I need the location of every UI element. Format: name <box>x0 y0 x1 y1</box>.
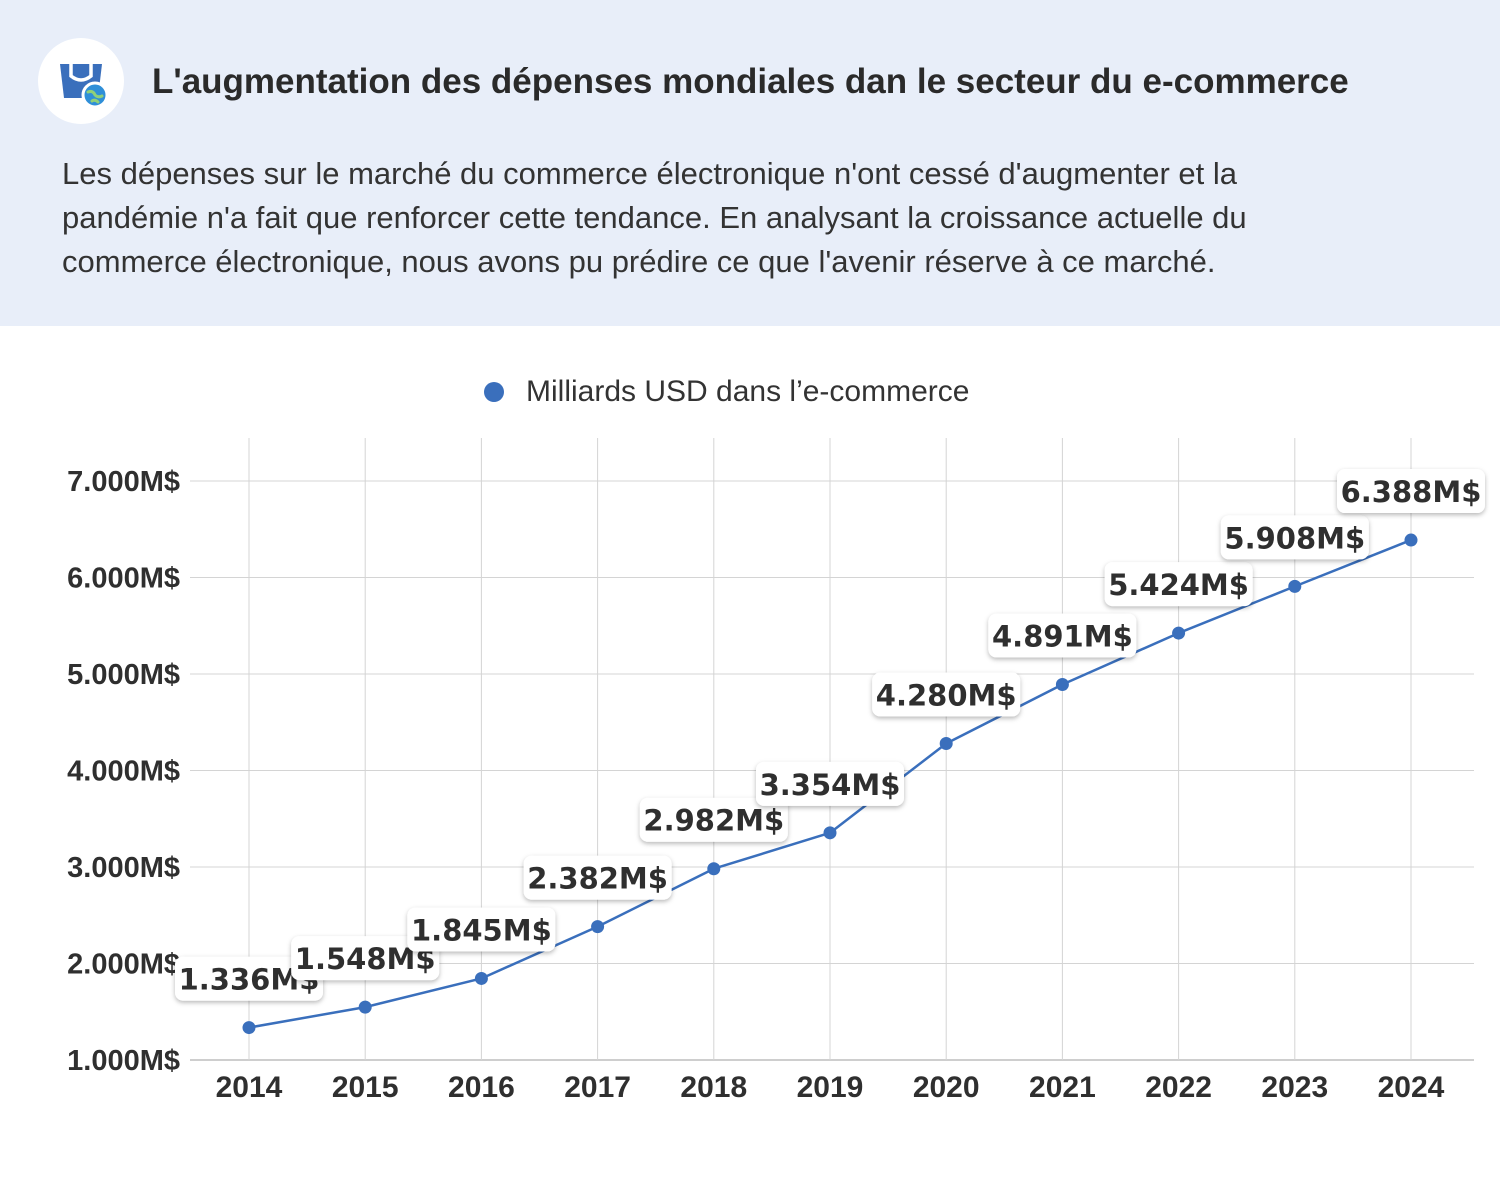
data-point <box>1172 626 1186 640</box>
data-point <box>823 826 837 840</box>
data-point <box>242 1021 256 1035</box>
data-label: 2.982M$ <box>643 804 784 838</box>
data-point <box>1404 533 1418 547</box>
y-tick-label: 5.000M$ <box>67 659 180 691</box>
y-tick-label: 2.000M$ <box>67 949 180 981</box>
shopping-bag-globe-icon <box>60 62 109 109</box>
data-label-box <box>639 797 788 842</box>
data-label-box <box>1104 562 1253 607</box>
description-text: Les dépenses sur le marché du commerce é… <box>62 156 1247 279</box>
data-label: 5.424M$ <box>1108 568 1249 602</box>
x-tick-label: 2023 <box>1261 1071 1328 1104</box>
x-tick-label: 2014 <box>216 1071 283 1104</box>
x-tick-label: 2016 <box>448 1071 515 1104</box>
data-point <box>474 971 488 985</box>
data-label-box <box>1220 515 1369 560</box>
data-label: 5.908M$ <box>1224 521 1365 555</box>
data-point <box>707 862 721 876</box>
data-point <box>591 920 605 934</box>
x-tick-label: 2020 <box>913 1071 980 1104</box>
logo-badge <box>38 38 124 124</box>
data-label: 4.891M$ <box>992 620 1133 654</box>
data-point <box>939 736 953 750</box>
y-tick-label: 3.000M$ <box>67 852 180 884</box>
chart-legend: Milliards USD dans l’e-commerce <box>484 372 969 412</box>
x-tick-label: 2022 <box>1145 1071 1212 1104</box>
x-tick-label: 2021 <box>1029 1071 1096 1104</box>
legend-marker <box>484 382 504 402</box>
data-point <box>358 1000 372 1014</box>
data-point <box>1055 678 1069 692</box>
data-label-box <box>756 761 904 806</box>
y-tick-label: 4.000M$ <box>67 756 180 788</box>
x-tick-label: 2015 <box>332 1071 399 1104</box>
x-tick-label: 2018 <box>680 1071 747 1104</box>
data-label: 2.382M$ <box>527 862 668 896</box>
x-tick-label: 2024 <box>1378 1071 1445 1104</box>
data-label: 1.845M$ <box>411 913 552 947</box>
data-label: 3.354M$ <box>760 768 901 802</box>
data-label-box <box>872 672 1021 717</box>
header-panel: L'augmentation des dépenses mondiales da… <box>0 0 1500 326</box>
y-tick-label: 1.000M$ <box>67 1045 180 1077</box>
page-title: L'augmentation des dépenses mondiales da… <box>152 62 1349 101</box>
data-label-box <box>407 907 556 952</box>
x-tick-label: 2019 <box>797 1071 864 1104</box>
data-label-box <box>175 956 323 1001</box>
data-label-box <box>523 855 672 900</box>
data-label: 4.280M$ <box>876 678 1017 712</box>
data-label-box <box>988 613 1137 658</box>
legend-label: Milliards USD dans l’e-commerce <box>526 375 970 408</box>
x-tick-label: 2017 <box>564 1071 631 1104</box>
data-label-box <box>291 936 440 981</box>
data-point <box>1288 579 1302 593</box>
data-label-box <box>1337 469 1485 514</box>
data-label: 6.388M$ <box>1341 475 1482 509</box>
y-tick-label: 7.000M$ <box>67 466 180 498</box>
y-tick-label: 6.000M$ <box>67 563 180 595</box>
